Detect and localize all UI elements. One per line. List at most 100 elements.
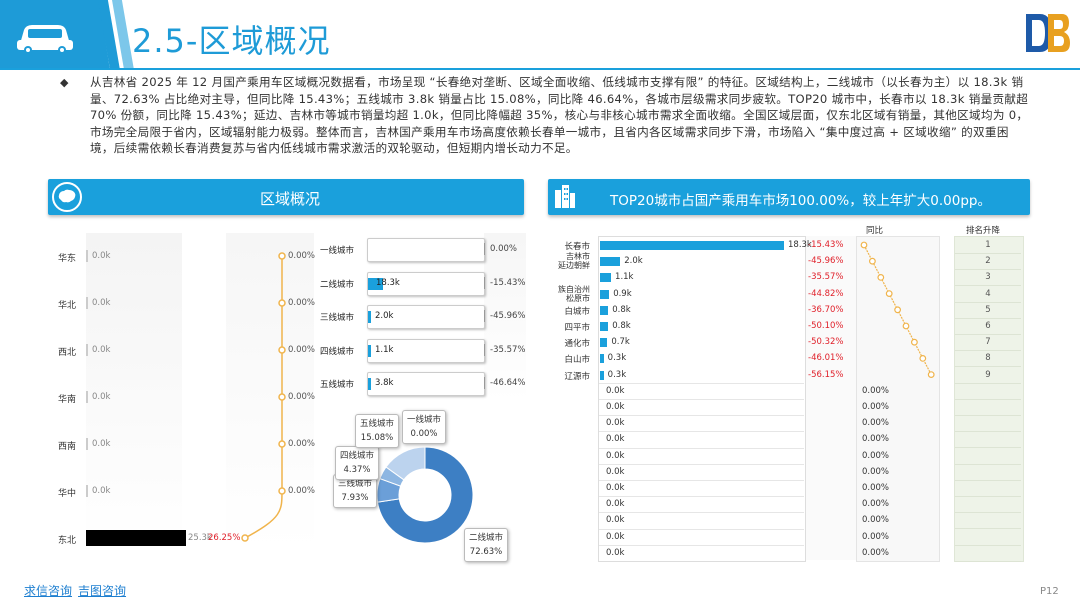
region-value: 0.0k	[92, 251, 111, 261]
rank-divider	[955, 253, 1021, 254]
rank-cell: 1	[985, 240, 991, 250]
empty-row-value: 0.0k	[606, 450, 625, 461]
city-yoy-col-bg	[806, 236, 856, 560]
city-yoy-point	[885, 290, 893, 298]
city-yoy: -44.82%	[808, 288, 844, 299]
empty-row-yoy: 0.00%	[862, 450, 890, 461]
tier-pct: -15.43%	[490, 277, 526, 288]
right-panel-header: TOP20城市占国产乘用车市场100.00%，较上年扩大0.00pp。	[548, 179, 1030, 215]
empty-row-divider	[599, 496, 804, 498]
empty-row-yoy: 0.00%	[862, 402, 890, 412]
empty-row-divider	[599, 415, 804, 417]
city-name: 白山市	[564, 355, 590, 366]
tier-donut-chart	[376, 446, 474, 544]
tier-bar	[368, 378, 371, 390]
empty-row-divider	[599, 480, 804, 481]
donut-callout-name: 二线城市	[469, 533, 504, 543]
region-label: 华南	[58, 395, 77, 405]
city-line-col-bg	[856, 236, 940, 562]
city-yoy-point	[860, 241, 868, 249]
donut-callout-name: 四线城市	[340, 451, 375, 461]
footer-link-qiuxin[interactable]: 求信咨询	[24, 584, 73, 598]
empty-row-yoy: 0.00%	[862, 483, 890, 493]
empty-row-divider	[599, 431, 804, 433]
tier-tick	[484, 377, 485, 389]
tier-card: 2.0k	[367, 305, 485, 329]
tier-tick	[484, 276, 485, 289]
city-yoy-point	[877, 274, 885, 281]
city-name: 松原市	[566, 293, 590, 303]
region-value: 0.0k	[92, 345, 111, 355]
city-value: 1.1k	[615, 272, 634, 283]
region-value: 25.3k	[188, 533, 212, 543]
tier-value: 18.3k	[376, 277, 400, 288]
empty-row-yoy: 0.00%	[862, 547, 890, 558]
city-bar	[600, 354, 604, 364]
donut-slice	[376, 446, 474, 544]
city-yoy: -50.10%	[808, 321, 844, 331]
empty-rank-divider	[955, 528, 1021, 530]
city-yoy: -15.43%	[808, 240, 844, 250]
city-yoy-point	[919, 355, 927, 362]
right-panel-icon-box	[552, 182, 582, 212]
footer-link-jitu[interactable]: 吉图咨询	[78, 584, 127, 598]
empty-rank-divider	[955, 431, 1021, 433]
rank-divider	[955, 285, 1021, 287]
empty-row-value: 0.0k	[606, 385, 625, 396]
tier-pct: 0.00%	[490, 244, 518, 254]
donut-callout-pct: 0.00%	[410, 429, 438, 439]
empty-row-value: 0.0k	[606, 515, 625, 526]
empty-row-divider	[599, 528, 804, 530]
tier-tick	[484, 243, 485, 255]
empty-row-divider	[599, 399, 804, 400]
empty-rank-divider	[955, 398, 1021, 400]
tier-label: 三线城市	[320, 313, 355, 323]
rank-cell: 4	[985, 288, 991, 299]
rank-cell: 3	[985, 272, 991, 283]
header-bar	[0, 0, 1080, 70]
buildings-icon	[555, 185, 575, 208]
empty-row-divider	[599, 447, 804, 449]
empty-row-divider	[599, 382, 804, 384]
empty-row-value: 0.0k	[606, 499, 625, 510]
tier-tick	[484, 310, 485, 322]
city-yoy: -56.15%	[808, 369, 844, 380]
empty-row-divider	[599, 463, 804, 465]
city-yoy-point	[927, 371, 935, 379]
tier-pct: -46.64%	[490, 378, 526, 388]
footer-links: 求信咨询 吉图咨询	[24, 582, 132, 599]
donut-callout-pct: 15.08%	[360, 433, 394, 443]
car-icon	[17, 25, 73, 54]
donut-callout: 四线城市 4.37%	[335, 446, 380, 480]
city-yoy: -50.32%	[808, 337, 844, 348]
region-label: 西南	[58, 442, 77, 452]
city-yoy-point	[894, 306, 901, 314]
empty-rank-divider	[955, 479, 1021, 481]
city-yoy: -46.01%	[808, 353, 844, 364]
city-value: 0.3k	[607, 369, 627, 380]
empty-row-value: 0.0k	[606, 483, 625, 493]
empty-row-value: 0.0k	[606, 531, 625, 542]
empty-row-yoy: 0.00%	[862, 499, 890, 510]
rank-divider	[955, 269, 1021, 271]
empty-row-yoy: 0.00%	[862, 434, 890, 445]
empty-row-yoy: 0.00%	[862, 418, 890, 429]
left-panel-title: 区域概况	[260, 190, 321, 208]
tier-label: 一线城市	[320, 246, 355, 256]
left-panel-icon-circle	[52, 182, 82, 212]
city-value: 0.7k	[611, 337, 630, 348]
city-value: 18.3k	[788, 240, 812, 250]
donut-slice	[385, 446, 426, 481]
region-bar	[86, 250, 88, 262]
tier-bar	[368, 277, 384, 290]
region-bar	[86, 485, 88, 497]
region-label: 东北	[58, 536, 77, 546]
region-growth-point	[278, 487, 286, 495]
empty-rank-divider	[955, 544, 1021, 546]
tier-pct: -45.96%	[490, 311, 526, 321]
region-value: 0.0k	[92, 486, 111, 496]
empty-rank-divider	[955, 463, 1021, 465]
city-bar	[600, 273, 612, 283]
region-growth-point	[278, 299, 286, 307]
region-growth-path	[244, 256, 283, 539]
